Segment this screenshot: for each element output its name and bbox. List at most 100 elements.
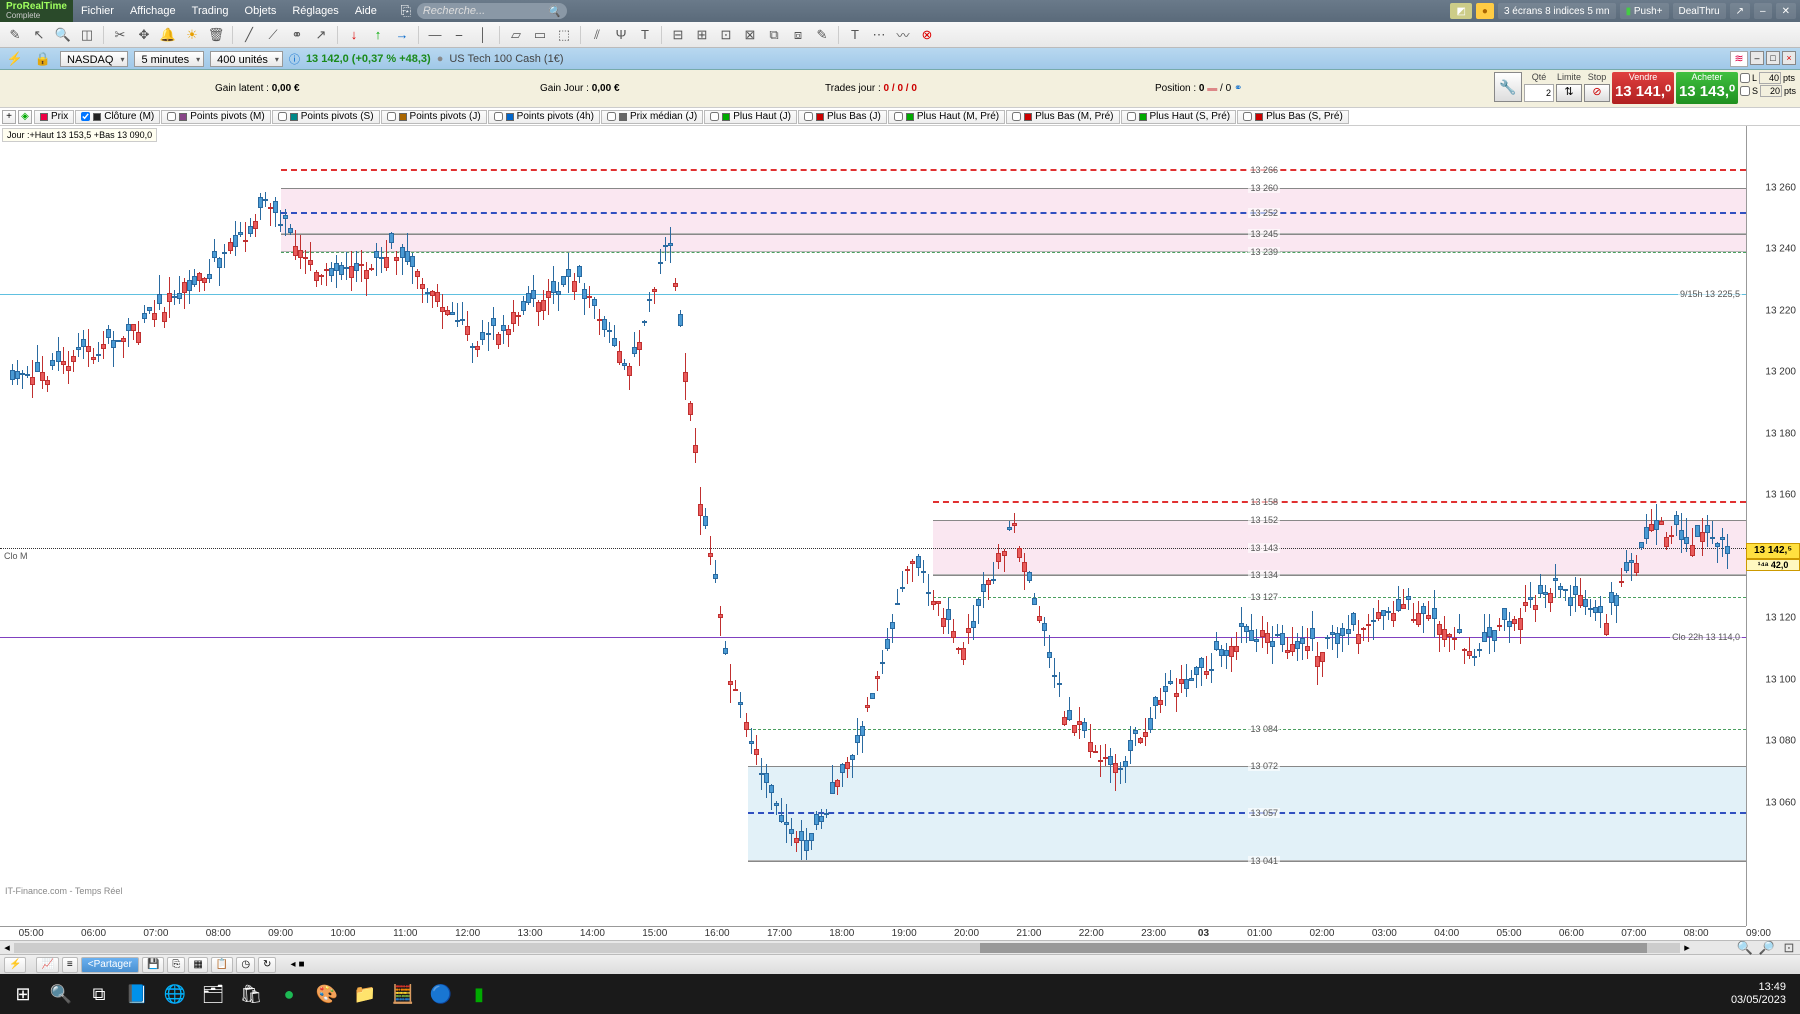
arrow-up-icon[interactable]: ↑: [367, 25, 389, 45]
bt-prev-icon[interactable]: ◂: [290, 959, 295, 970]
bt-candle-icon[interactable]: ≡: [62, 957, 78, 973]
menu-fichier[interactable]: Fichier: [73, 5, 122, 17]
bt-chart-icon[interactable]: 📈: [36, 957, 58, 973]
bt-grid-icon[interactable]: ▦: [188, 957, 207, 973]
timeframe-dropdown[interactable]: 5 minutes: [134, 51, 204, 67]
trash-icon[interactable]: 🗑: [205, 25, 227, 45]
chip-3[interactable]: Points pivots (S): [272, 110, 380, 124]
add-chip-button[interactable]: +: [2, 110, 16, 124]
win-icon-2[interactable]: –: [1754, 3, 1772, 19]
bt-copy-icon[interactable]: ⎘: [167, 957, 185, 973]
chip-8[interactable]: Plus Bas (J): [798, 110, 887, 124]
units-dropdown[interactable]: 400 unités: [210, 51, 283, 67]
push-button[interactable]: ▮ Push+: [1620, 3, 1669, 19]
zoom-in-icon[interactable]: 🔎: [1756, 938, 1778, 958]
chip-6[interactable]: Prix médian (J): [601, 110, 703, 124]
search-input[interactable]: Recherche... 🔍: [417, 3, 567, 19]
line-icon[interactable]: ╱: [238, 25, 260, 45]
fork-icon[interactable]: Ψ: [610, 25, 632, 45]
word-icon[interactable]: 📘: [118, 975, 156, 1013]
menu-affichage[interactable]: Affichage: [122, 5, 184, 17]
rect2-icon[interactable]: ⬚: [553, 25, 575, 45]
vline-icon[interactable]: │: [472, 25, 494, 45]
chip-12[interactable]: Plus Bas (S, Pré): [1237, 110, 1349, 124]
bt-clock-icon[interactable]: ◷: [236, 957, 255, 973]
close-button[interactable]: ×: [1782, 51, 1796, 65]
zoom-icon[interactable]: 🔍: [52, 25, 74, 45]
expand-chip-button[interactable]: ◈: [18, 110, 32, 124]
chip-1[interactable]: Clôture (M): [75, 110, 160, 124]
del-icon[interactable]: ⊗: [916, 25, 938, 45]
clock-date[interactable]: 03/05/2023: [1731, 994, 1786, 1007]
screens-label[interactable]: 3 écrans 8 indices 5 mn: [1498, 3, 1616, 19]
move-icon[interactable]: ✥: [133, 25, 155, 45]
win-icon-1[interactable]: ↗: [1730, 3, 1750, 19]
s-input[interactable]: 20: [1760, 85, 1782, 97]
l-checkbox[interactable]: [1740, 73, 1750, 83]
spotify-icon[interactable]: ●: [270, 975, 308, 1013]
sell-button[interactable]: Vendre 13 141,⁰: [1612, 72, 1674, 104]
qty-input[interactable]: 2: [1524, 84, 1554, 102]
hline-icon[interactable]: —: [424, 25, 446, 45]
crosshair-icon[interactable]: ✂: [109, 25, 131, 45]
rect-icon[interactable]: ▭: [529, 25, 551, 45]
chip-0[interactable]: Prix: [34, 110, 74, 124]
store-icon[interactable]: 🛍: [232, 975, 270, 1013]
flag-icon[interactable]: ◩: [1450, 3, 1471, 19]
chip-9[interactable]: Plus Haut (M, Pré): [888, 110, 1005, 124]
chip-5[interactable]: Points pivots (4h): [488, 110, 600, 124]
y-axis[interactable]: 13 26013 24013 22013 20013 18013 16013 1…: [1746, 126, 1800, 926]
chart-area[interactable]: Jour :+Haut 13 153,5 +Bas 13 090,0 IT-Fi…: [0, 126, 1800, 954]
txt2-icon[interactable]: T: [844, 25, 866, 45]
bt-bolt-icon[interactable]: ⚡: [4, 957, 26, 973]
grp1-icon[interactable]: ⊟: [667, 25, 689, 45]
wave-icon[interactable]: 〰: [892, 25, 914, 45]
x-axis[interactable]: 05:0006:0007:0008:0009:0010:0011:0012:00…: [0, 926, 1746, 940]
hline2-icon[interactable]: ⎯: [448, 25, 470, 45]
fib-icon[interactable]: ⫽: [586, 25, 608, 45]
files-icon[interactable]: 🗂: [194, 975, 232, 1013]
chip-7[interactable]: Plus Haut (J): [704, 110, 797, 124]
share-button[interactable]: < Partager: [81, 957, 139, 973]
minimize-button[interactable]: –: [1750, 51, 1764, 65]
link2-icon[interactable]: ⚭: [1234, 83, 1242, 94]
symbol-dropdown[interactable]: NASDAQ: [60, 51, 128, 67]
explorer-icon[interactable]: 📁: [346, 975, 384, 1013]
menu-objets[interactable]: Objets: [237, 5, 285, 17]
grp7-icon[interactable]: ✎: [811, 25, 833, 45]
zoom-out-icon[interactable]: 🔍: [1734, 938, 1756, 958]
bt-stop-icon[interactable]: ■: [298, 959, 304, 970]
eraser-icon[interactable]: ◫: [76, 25, 98, 45]
clock-time[interactable]: 13:49: [1758, 981, 1786, 994]
dash-icon[interactable]: ⋯: [868, 25, 890, 45]
bell-icon[interactable]: ●: [1476, 3, 1494, 19]
arrow-down-icon[interactable]: ↓: [343, 25, 365, 45]
ray-icon[interactable]: ↗: [310, 25, 332, 45]
s-checkbox[interactable]: [1740, 86, 1750, 96]
bt-list-icon[interactable]: 📋: [211, 957, 233, 973]
bt-save-icon[interactable]: 💾: [142, 957, 164, 973]
chip-10[interactable]: Plus Bas (M, Pré): [1006, 110, 1119, 124]
grp2-icon[interactable]: ⊞: [691, 25, 713, 45]
bolt-icon[interactable]: ⚡: [4, 49, 26, 69]
start-button[interactable]: ⊞: [4, 975, 42, 1013]
buy-button[interactable]: Acheter 13 143,⁰: [1676, 72, 1738, 104]
alert-icon[interactable]: 🔔: [157, 25, 179, 45]
edge-icon[interactable]: 🌐: [156, 975, 194, 1013]
menu-trading[interactable]: Trading: [184, 5, 237, 17]
pencil-icon[interactable]: ✎: [4, 25, 26, 45]
menu-réglages[interactable]: Réglages: [284, 5, 346, 17]
grp6-icon[interactable]: ⧈: [787, 25, 809, 45]
chart-scrollbar[interactable]: ◂ ▸ 🔍 🔎 ⊡: [0, 940, 1800, 954]
paint-icon[interactable]: 🎨: [308, 975, 346, 1013]
stop-button[interactable]: ⊘: [1584, 84, 1610, 102]
settings-button[interactable]: 🔧: [1494, 72, 1522, 102]
menu-aide[interactable]: Aide: [347, 5, 385, 17]
link-icon[interactable]: ⚭: [286, 25, 308, 45]
lock-icon[interactable]: 🔒: [32, 49, 54, 69]
maximize-button[interactable]: □: [1766, 51, 1780, 65]
segment-icon[interactable]: ⟋: [262, 25, 284, 45]
grp4-icon[interactable]: ⊠: [739, 25, 761, 45]
chip-2[interactable]: Points pivots (M): [161, 110, 270, 124]
chip-11[interactable]: Plus Haut (S, Pré): [1121, 110, 1237, 124]
